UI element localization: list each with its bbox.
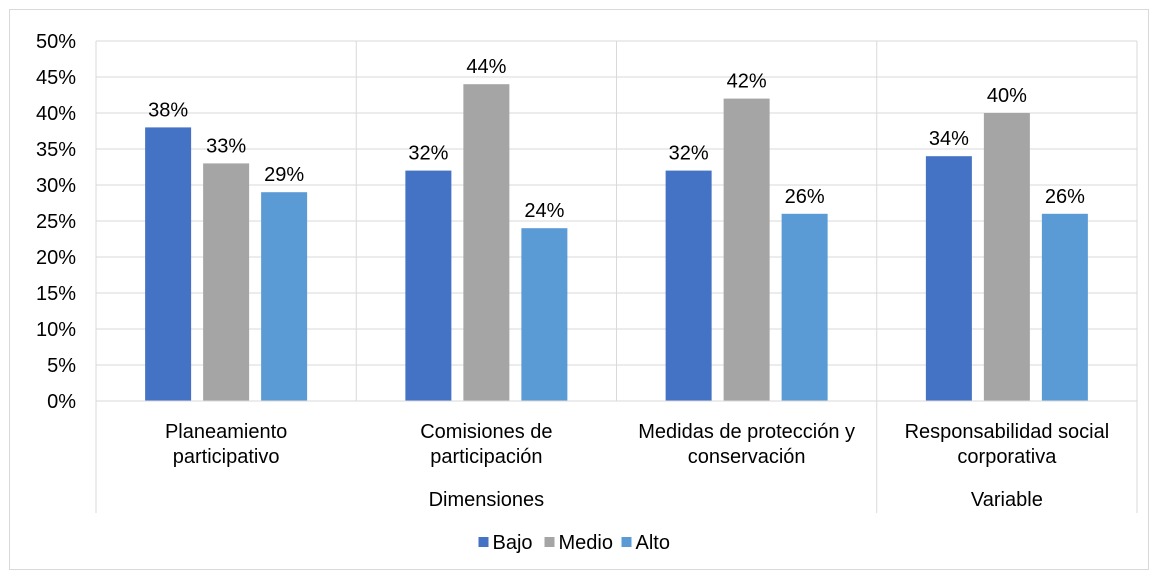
bar-bajo-0 xyxy=(145,127,192,402)
data-label: 32% xyxy=(408,143,448,165)
y-tick-label: 35% xyxy=(36,139,76,161)
legend-label-alto: Alto xyxy=(636,532,670,554)
category-label: corporativa xyxy=(957,446,1057,468)
legend-label-medio: Medio xyxy=(559,532,613,554)
group-label: Dimensiones xyxy=(429,489,545,511)
y-tick-label: 5% xyxy=(47,355,76,377)
data-label: 26% xyxy=(1045,186,1085,208)
y-tick-label: 0% xyxy=(47,391,76,413)
bar-medio-3 xyxy=(983,113,1030,401)
bar-medio-2 xyxy=(723,98,770,401)
legend-swatch-alto xyxy=(621,537,632,547)
legend-swatch-bajo xyxy=(478,537,489,547)
bar-alto-3 xyxy=(1041,213,1088,401)
category-label: Planeamiento xyxy=(165,421,287,443)
y-tick-label: 10% xyxy=(36,319,76,341)
bar-alto-0 xyxy=(261,192,308,401)
category-label: participación xyxy=(430,446,542,468)
data-label: 40% xyxy=(987,85,1027,107)
data-label: 44% xyxy=(466,56,506,78)
group-label: Variable xyxy=(971,489,1043,511)
data-label: 38% xyxy=(148,99,188,121)
y-tick-label: 40% xyxy=(36,103,76,125)
category-label: Medidas de protección y xyxy=(638,421,855,443)
legend-swatch-medio xyxy=(544,537,555,547)
y-tick-label: 45% xyxy=(36,67,76,89)
y-tick-label: 20% xyxy=(36,247,76,269)
y-tick-label: 15% xyxy=(36,283,76,305)
bar-medio-0 xyxy=(203,163,250,401)
legend-label-bajo: Bajo xyxy=(493,532,533,554)
bar-bajo-1 xyxy=(405,170,452,401)
bar-alto-2 xyxy=(781,213,828,401)
bar-medio-1 xyxy=(463,84,510,401)
category-label: conservación xyxy=(688,446,806,468)
bar-bajo-3 xyxy=(925,156,972,401)
data-label: 33% xyxy=(206,135,246,157)
data-label: 26% xyxy=(785,186,825,208)
data-label: 42% xyxy=(727,71,767,93)
data-label: 32% xyxy=(669,143,709,165)
data-label: 24% xyxy=(524,200,564,222)
bar-bajo-2 xyxy=(665,170,712,401)
y-tick-label: 30% xyxy=(36,175,76,197)
category-label: Comisiones de xyxy=(420,421,552,443)
data-label: 34% xyxy=(929,128,969,150)
y-tick-label: 25% xyxy=(36,211,76,233)
bar-alto-1 xyxy=(521,228,568,401)
data-label: 29% xyxy=(264,164,304,186)
category-label: Responsabilidad social xyxy=(905,421,1110,443)
y-tick-label: 50% xyxy=(36,31,76,53)
category-label: participativo xyxy=(173,446,280,468)
